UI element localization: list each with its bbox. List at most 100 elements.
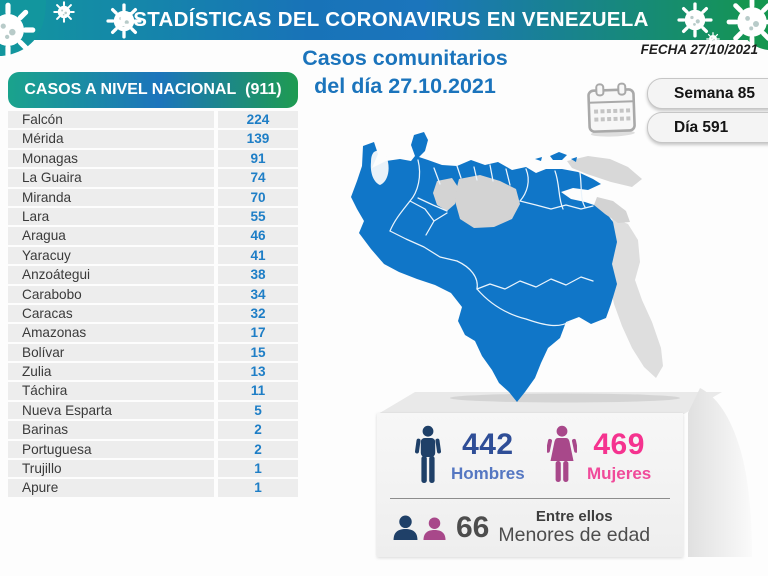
national-cases-table: CASOS A NIVEL NACIONAL (911) Falcón 224 M… xyxy=(8,72,298,499)
state-name: Caracas xyxy=(8,304,214,323)
state-name: Barinas xyxy=(8,421,214,439)
state-name: Falcón xyxy=(8,111,214,129)
table-row: Amazonas 17 xyxy=(8,324,298,342)
table-row: Nueva Esparta 5 xyxy=(8,401,298,420)
woman-icon xyxy=(547,425,577,482)
state-value: 91 xyxy=(218,149,298,168)
map-region-gray-4 xyxy=(594,197,630,223)
state-name: Aragua xyxy=(8,227,214,245)
venezuela-map xyxy=(351,132,752,557)
minors-label-top: Entre ellos xyxy=(535,508,613,525)
map-state-borders xyxy=(389,159,594,327)
men-count: 442 xyxy=(462,428,514,461)
state-value: 1 xyxy=(218,479,298,497)
table-row: Bolívar 15 xyxy=(8,343,298,362)
subtitle-line1: Casos comunitarios xyxy=(302,46,508,70)
table-header: CASOS A NIVEL NACIONAL (911) xyxy=(8,72,298,108)
state-name: Portuguesa xyxy=(8,440,214,459)
state-value: 70 xyxy=(218,188,298,206)
table-row: Trujillo 1 xyxy=(8,460,298,478)
state-name: Miranda xyxy=(8,188,214,206)
state-name: Apure xyxy=(8,479,214,497)
page-title: ESTADÍSTICAS DEL CORONAVIRUS EN VENEZUEL… xyxy=(119,8,649,31)
state-name: La Guaira xyxy=(8,169,214,187)
state-value: 15 xyxy=(218,343,298,362)
state-value: 74 xyxy=(218,169,298,187)
table-row: Anzoátegui 38 xyxy=(8,266,298,284)
state-name: Trujillo xyxy=(8,460,214,478)
men-stat-group: 442 Hombres xyxy=(415,425,525,485)
date-label: FECHA 27/10/2021 xyxy=(640,42,758,57)
state-value: 17 xyxy=(218,324,298,342)
state-value: 2 xyxy=(218,421,298,439)
state-name: Zulia xyxy=(8,363,214,381)
woman-bust-icon xyxy=(423,517,446,540)
state-name: Anzoátegui xyxy=(8,266,214,284)
table-row: Falcón 224 xyxy=(8,111,298,129)
state-name: Carabobo xyxy=(8,285,214,303)
table-row: Monagas 91 xyxy=(8,149,298,168)
state-value: 38 xyxy=(218,266,298,284)
table-row: Lara 55 xyxy=(8,207,298,226)
state-value: 46 xyxy=(218,227,298,245)
state-name: Monagas xyxy=(8,149,214,168)
table-rows: Falcón 224 Mérida 139 Monagas 91 La Guaira 7… xyxy=(8,111,298,497)
map-region-gray-3 xyxy=(567,156,642,187)
state-name: Yaracuy xyxy=(8,246,214,265)
table-row: Mérida 139 xyxy=(8,130,298,148)
header-banner: ESTADÍSTICAS DEL CORONAVIRUS EN VENEZUEL… xyxy=(0,0,768,40)
state-value: 32 xyxy=(218,304,298,323)
table-row: Aragua 46 xyxy=(8,227,298,245)
table-row: Barinas 2 xyxy=(8,421,298,439)
women-count: 469 xyxy=(593,428,645,461)
map-region-gray-2 xyxy=(455,175,520,228)
map-contact-shadow xyxy=(450,393,680,403)
state-name: Bolívar xyxy=(8,343,214,362)
state-name: Nueva Esparta xyxy=(8,401,214,420)
state-value: 41 xyxy=(218,246,298,265)
women-label: Mujeres xyxy=(587,464,652,483)
map-region-gray-1 xyxy=(433,178,458,211)
table-row: Táchira 11 xyxy=(8,382,298,400)
state-name: Amazonas xyxy=(8,324,214,342)
gender-stats-panel: 442 Hombres 469 Mujeres xyxy=(377,413,683,557)
table-row: Carabobo 34 xyxy=(8,285,298,303)
state-name: Lara xyxy=(8,207,214,226)
state-value: 11 xyxy=(218,382,298,400)
state-value: 34 xyxy=(218,285,298,303)
map-lake-maracaibo xyxy=(370,150,389,185)
minors-count: 66 xyxy=(456,510,490,544)
map-mainland xyxy=(351,132,617,402)
men-label: Hombres xyxy=(451,464,525,483)
table-total: (911) xyxy=(245,81,282,98)
week-badge: Semana 85 xyxy=(647,78,768,109)
day-badge: Día 591 xyxy=(647,112,768,143)
man-icon xyxy=(415,425,441,483)
table-row: Yaracuy 41 xyxy=(8,246,298,265)
map-region-esequibo xyxy=(607,218,663,378)
state-value: 139 xyxy=(218,130,298,148)
state-value: 55 xyxy=(218,207,298,226)
table-row: La Guaira 74 xyxy=(8,169,298,187)
state-name: Táchira xyxy=(8,382,214,400)
table-row: Zulia 13 xyxy=(8,363,298,381)
state-value: 13 xyxy=(218,363,298,381)
minors-label-bottom: Menores de edad xyxy=(498,524,651,546)
calendar-icon xyxy=(587,82,636,137)
table-row: Caracas 32 xyxy=(8,304,298,323)
man-bust-icon xyxy=(393,515,418,540)
subtitle-line2: del día 27.10.2021 xyxy=(314,74,496,98)
subtitle: Casos comunitarios del día 27.10.2021 xyxy=(278,44,532,100)
state-value: 2 xyxy=(218,440,298,459)
table-row: Miranda 70 xyxy=(8,188,298,206)
state-value: 224 xyxy=(218,111,298,129)
state-value: 5 xyxy=(218,401,298,420)
page-curl xyxy=(688,388,752,557)
women-stat-group: 469 Mujeres xyxy=(547,425,651,485)
table-row: Apure 1 xyxy=(8,479,298,497)
state-name: Mérida xyxy=(8,130,214,148)
minors-stat-group: 66 Entre ellos Menores de edad xyxy=(392,509,650,546)
state-value: 1 xyxy=(218,460,298,478)
map-islands xyxy=(535,152,577,162)
